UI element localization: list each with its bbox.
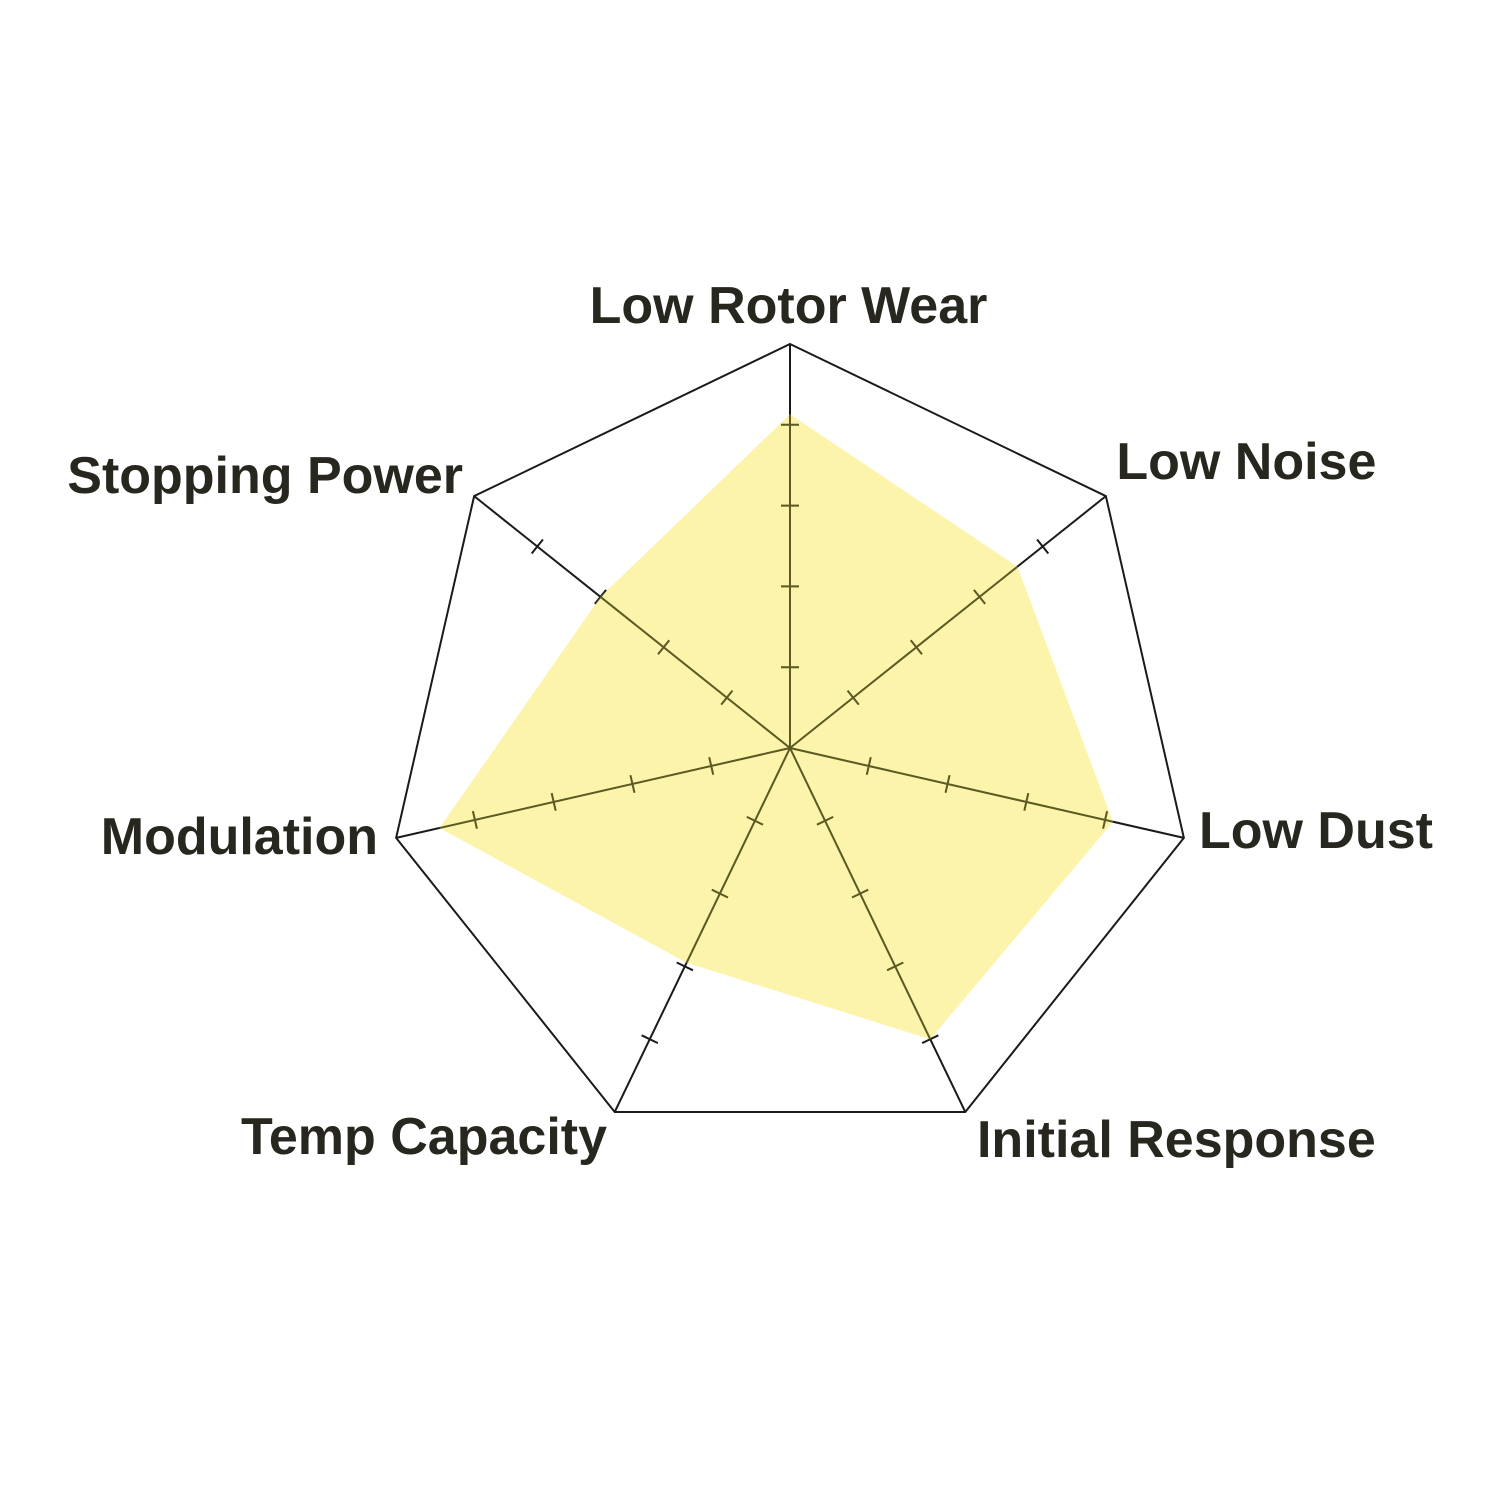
svg-text:Modulation: Modulation bbox=[101, 808, 378, 866]
svg-text:Initial Response: Initial Response bbox=[977, 1111, 1376, 1169]
svg-text:Temp Capacity: Temp Capacity bbox=[241, 1108, 607, 1166]
svg-text:Low Noise: Low Noise bbox=[1116, 433, 1376, 491]
svg-text:Stopping Power: Stopping Power bbox=[67, 447, 463, 505]
svg-text:Low Rotor Wear: Low Rotor Wear bbox=[590, 277, 988, 335]
svg-text:Low Dust: Low Dust bbox=[1199, 802, 1433, 860]
